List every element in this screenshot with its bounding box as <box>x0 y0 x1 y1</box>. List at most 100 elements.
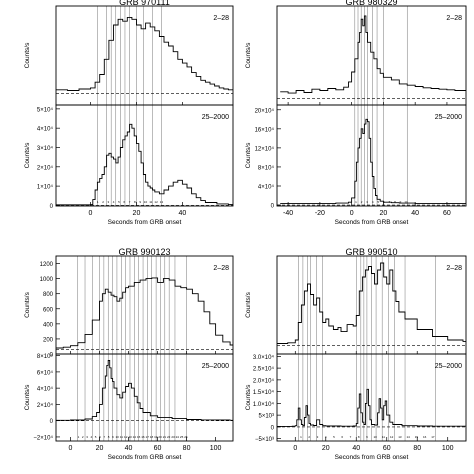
x-axis-label: Seconds from GRB onset <box>335 219 409 226</box>
interval-number: 7 <box>103 435 105 439</box>
x-tick-label: 60 <box>154 445 162 452</box>
interval-number: 6 <box>383 200 385 204</box>
interval-number: 5 <box>95 435 97 439</box>
x-tick-label: 40 <box>125 445 133 452</box>
upper-frame <box>55 255 234 355</box>
y-axis-label: Counts/s <box>245 42 252 68</box>
interval-number: 9 <box>139 200 141 204</box>
interval-number: 15 <box>137 435 141 439</box>
x-tick-label: 0 <box>293 445 297 452</box>
light-curve-series <box>56 360 233 421</box>
y-tick-label: 800 <box>43 292 54 298</box>
interval-number: 5 <box>377 200 379 204</box>
subpanel-top: 0 200 400 600 800 1000 1200 2–28 Counts/s <box>24 256 233 359</box>
interval-number: 8 <box>134 200 136 204</box>
interval-number: 7 <box>129 200 131 204</box>
y-tick-label: 20×10⁴ <box>255 107 275 114</box>
chart-title: GRB 970111 <box>119 0 170 7</box>
x-tick-label: 60 <box>383 445 391 452</box>
y-tick-label: 2.0×10⁴ <box>253 377 275 384</box>
y-tick-label: 2×10⁴ <box>37 164 54 171</box>
interval-number: 2 <box>82 435 84 439</box>
interval-number: 12 <box>390 435 394 439</box>
y-tick-label: 8×10⁴ <box>37 353 54 360</box>
interval-number: 12 <box>124 435 128 439</box>
subpanel-bottom: −5×10³ 0 5×10³ 1.0×10⁴ 1.5×10⁴ 2.0×10⁴ 2.5×10⁴… <box>245 354 466 443</box>
interval-number: 10 <box>115 435 119 439</box>
interval-number: 7 <box>389 200 391 204</box>
light-curve-series <box>280 118 466 205</box>
interval-number: 6 <box>123 200 125 204</box>
energy-band-label: 25–2000 <box>202 114 229 121</box>
interval-number: 1 <box>78 435 80 439</box>
interval-number: 8 <box>108 435 110 439</box>
x-axis-label: Seconds from GRB onset <box>108 454 182 461</box>
interval-number: 3 <box>366 200 368 204</box>
interval-number: 15 <box>415 435 419 439</box>
interval-number: 25 <box>180 435 184 439</box>
interval-number: 1 <box>355 200 357 204</box>
interval-number: 3 <box>108 200 110 204</box>
y-tick-label: 200 <box>43 337 54 343</box>
interval-number: 3 <box>86 435 88 439</box>
y-tick-label: 2.5×10⁴ <box>253 366 275 373</box>
y-tick-label: 2×10⁴ <box>37 402 54 409</box>
x-axis-label: Seconds from GRB onset <box>335 454 409 461</box>
x-tick-label: 20 <box>96 445 104 452</box>
y-tick-label: 3×10⁴ <box>37 145 54 152</box>
interval-number: 11 <box>382 435 385 439</box>
y-axis-label: Counts/s <box>24 384 31 410</box>
interval-number: 17 <box>146 435 150 439</box>
chart-title: GRB 990510 <box>345 247 397 257</box>
interval-number: 26 <box>184 435 188 439</box>
energy-band-label: 25–2000 <box>435 114 462 121</box>
lower-frame <box>276 104 467 207</box>
energy-band-label: 2–28 <box>213 265 229 272</box>
interval-number: 13 <box>160 200 164 204</box>
y-tick-label: 0 <box>271 204 275 210</box>
interval-number: 13 <box>398 435 402 439</box>
light-curve-series <box>56 123 233 206</box>
x-tick-label: -20 <box>315 210 325 217</box>
x-tick-label: 0 <box>69 445 73 452</box>
y-axis-label: Counts/s <box>245 384 252 410</box>
y-tick-label: 5×10⁴ <box>37 106 54 113</box>
y-tick-label: 0 <box>271 425 275 431</box>
light-curve-series <box>277 262 466 344</box>
x-axis-label: Seconds from GRB onset <box>108 219 182 226</box>
y-tick-label: 3.0×10⁴ <box>253 354 275 361</box>
subpanel-top: 2–28 Counts/s <box>245 6 466 105</box>
interval-number: 9 <box>400 200 402 204</box>
interval-number: 1 <box>97 200 99 204</box>
x-tick-label: 80 <box>413 445 421 452</box>
y-tick-label: −5×10³ <box>255 437 274 443</box>
interval-number: 7 <box>350 435 352 439</box>
light-curve-series <box>277 388 466 427</box>
interval-number: 21 <box>163 435 167 439</box>
x-tick-label: 0 <box>89 210 93 217</box>
x-tick-label: 20 <box>322 445 330 452</box>
y-tick-label: 1.0×10⁴ <box>253 401 275 408</box>
y-tick-label: 1.5×10⁴ <box>253 389 275 396</box>
y-tick-label: −2×10⁴ <box>33 434 53 441</box>
lower-frame <box>55 104 234 207</box>
chart-title: GRB 990123 <box>118 247 170 257</box>
interval-number: 14 <box>133 435 137 439</box>
y-tick-label: 4×10⁴ <box>37 386 54 393</box>
y-axis-label: Counts/s <box>24 142 31 168</box>
interval-number: 4 <box>113 200 115 204</box>
interval-number: 17 <box>431 435 435 439</box>
interval-number: 6 <box>341 435 343 439</box>
interval-number: 19 <box>154 435 158 439</box>
y-tick-label: 6×10⁴ <box>37 369 54 376</box>
y-tick-label: 0 <box>50 419 54 425</box>
energy-band-label: 25–2000 <box>435 363 462 370</box>
y-tick-label: 600 <box>43 307 54 313</box>
interval-number: 3 <box>317 435 319 439</box>
x-tick-label: 80 <box>183 445 191 452</box>
y-tick-label: 4×10⁴ <box>37 126 54 133</box>
subpanel-bottom: −2×10⁴ 0 2×10⁴ 4×10⁴ 6×10⁴ 8×10⁴ 25–2000 Counts… <box>24 353 233 441</box>
energy-band-label: 25–2000 <box>202 363 229 370</box>
interval-number: 1 <box>300 435 302 439</box>
